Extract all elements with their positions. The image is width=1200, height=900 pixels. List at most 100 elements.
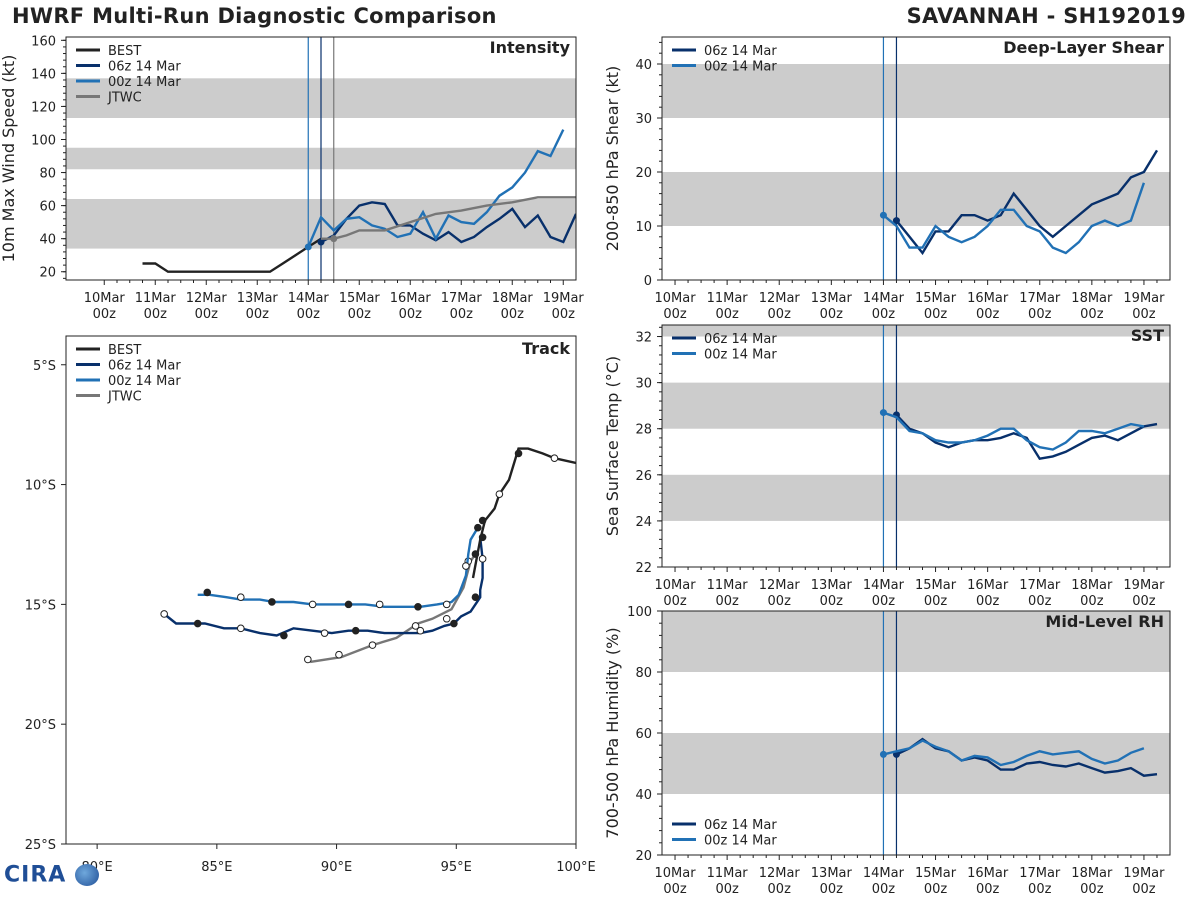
x-tick-day: 10Mar — [84, 291, 126, 306]
track-line-best — [471, 447, 576, 579]
y-tick-label: 20 — [39, 266, 56, 281]
x-tick-hour: 00z — [399, 307, 423, 322]
threshold-band — [662, 64, 1170, 118]
x-tick-hour: 00z — [663, 307, 687, 322]
track-position-marker — [351, 626, 360, 635]
x-tick-day: 15Mar — [915, 578, 957, 593]
legend-label: 06z 14 Mar — [108, 359, 181, 374]
track-position-marker — [414, 602, 422, 611]
x-tick-hour: 00z — [976, 594, 1000, 609]
globe-icon — [74, 864, 99, 886]
x-tick-day: 14Mar — [863, 291, 905, 306]
y-tick-label: 5°S — [33, 359, 56, 374]
x-tick-label: 95°E — [441, 860, 472, 875]
x-tick-hour: 00z — [663, 594, 687, 609]
track-position-marker — [236, 624, 245, 633]
y-tick-label: 28 — [635, 423, 652, 438]
x-tick-hour: 00z — [768, 882, 792, 897]
track-position-marker — [375, 600, 384, 609]
series-line-run2 — [307, 129, 565, 248]
x-tick-label: 100°E — [556, 860, 596, 875]
panel-title: Intensity — [490, 38, 571, 57]
y-tick-label: 20°S — [25, 718, 56, 733]
x-tick-hour: 00z — [1080, 882, 1104, 897]
track-position-marker — [474, 523, 482, 532]
x-tick-day: 17Mar — [1019, 291, 1061, 306]
threshold-band — [662, 172, 1170, 226]
track-position-marker — [193, 619, 202, 628]
x-tick-day: 11Mar — [707, 291, 749, 306]
x-tick-hour: 00z — [1080, 307, 1104, 322]
x-tick-day: 11Mar — [707, 578, 749, 593]
x-tick-hour: 00z — [663, 882, 687, 897]
track-position-marker — [308, 600, 317, 609]
legend-label: 00z 14 Mar — [704, 60, 777, 75]
x-tick-day: 12Mar — [759, 866, 801, 881]
cira-logo: CIRA — [4, 862, 99, 888]
x-tick-day: 19Mar — [543, 291, 585, 306]
track-position-marker — [236, 593, 245, 601]
x-tick-hour: 00z — [872, 882, 896, 897]
y-axis-label: 200-850 hPa Shear (kt) — [603, 66, 622, 252]
logo-text: CIRA — [4, 862, 67, 888]
init-marker — [317, 238, 325, 246]
x-tick-day: 12Mar — [186, 291, 228, 306]
y-axis-label: 10m Max Wind Speed (kt) — [0, 55, 18, 263]
x-tick-day: 10Mar — [654, 291, 696, 306]
panel-title: Track — [522, 339, 570, 358]
legend-label: 06z 14 Mar — [704, 818, 777, 833]
track-position-marker — [335, 650, 343, 659]
track-position-marker — [471, 593, 480, 601]
x-tick-hour: 00z — [1028, 594, 1052, 609]
threshold-band — [662, 611, 1170, 672]
track-position-marker — [462, 562, 470, 570]
y-tick-label: 100 — [627, 605, 652, 620]
x-tick-label: 90°E — [321, 860, 352, 875]
track-position-marker — [478, 516, 487, 525]
y-tick-label: 80 — [635, 666, 652, 681]
x-tick-day: 14Mar — [863, 866, 905, 881]
x-tick-day: 11Mar — [707, 866, 749, 881]
x-tick-day: 10Mar — [654, 866, 696, 881]
storm-id-title: SAVANNAH - SH192019 — [906, 4, 1186, 28]
track-position-marker — [203, 588, 212, 597]
x-tick-hour: 00z — [924, 307, 948, 322]
y-tick-label: 160 — [31, 34, 56, 49]
series-line-best — [142, 237, 322, 273]
x-tick-hour: 00z — [976, 882, 1000, 897]
x-tick-hour: 00z — [872, 594, 896, 609]
series-line-run1 — [320, 201, 576, 244]
axes-frame — [661, 36, 1171, 281]
axes-frame — [661, 324, 1171, 568]
x-tick-hour: 00z — [195, 307, 219, 322]
y-tick-label: 60 — [39, 200, 56, 215]
x-tick-day: 16Mar — [967, 578, 1009, 593]
track-position-marker — [280, 631, 288, 640]
x-tick-hour: 00z — [501, 307, 525, 322]
threshold-band — [662, 382, 1170, 429]
y-tick-label: 30 — [635, 377, 652, 392]
track-position-marker — [478, 555, 487, 563]
init-marker — [879, 409, 887, 417]
x-tick-day: 16Mar — [967, 866, 1009, 881]
x-tick-hour: 00z — [1132, 307, 1156, 322]
x-tick-hour: 00z — [1028, 882, 1052, 897]
x-tick-hour: 00z — [1080, 594, 1104, 609]
x-tick-day: 13Mar — [237, 291, 279, 306]
track-line-run2 — [197, 527, 479, 608]
series-line-run2 — [883, 411, 1145, 451]
x-tick-day: 19Mar — [1123, 291, 1165, 306]
panel-title: Mid-Level RH — [1045, 612, 1164, 631]
x-tick-hour: 00z — [924, 882, 948, 897]
threshold-band — [662, 733, 1170, 794]
x-tick-day: 18Mar — [1071, 578, 1113, 593]
x-tick-day: 13Mar — [811, 866, 853, 881]
track-position-marker — [495, 490, 504, 498]
x-tick-hour: 00z — [715, 307, 739, 322]
x-tick-day: 17Mar — [441, 291, 483, 306]
legend-label: JTWC — [107, 91, 142, 106]
y-tick-label: 15°S — [25, 598, 56, 613]
y-tick-label: 10°S — [25, 479, 56, 494]
x-tick-hour: 00z — [246, 307, 270, 322]
y-tick-label: 100 — [31, 133, 56, 148]
